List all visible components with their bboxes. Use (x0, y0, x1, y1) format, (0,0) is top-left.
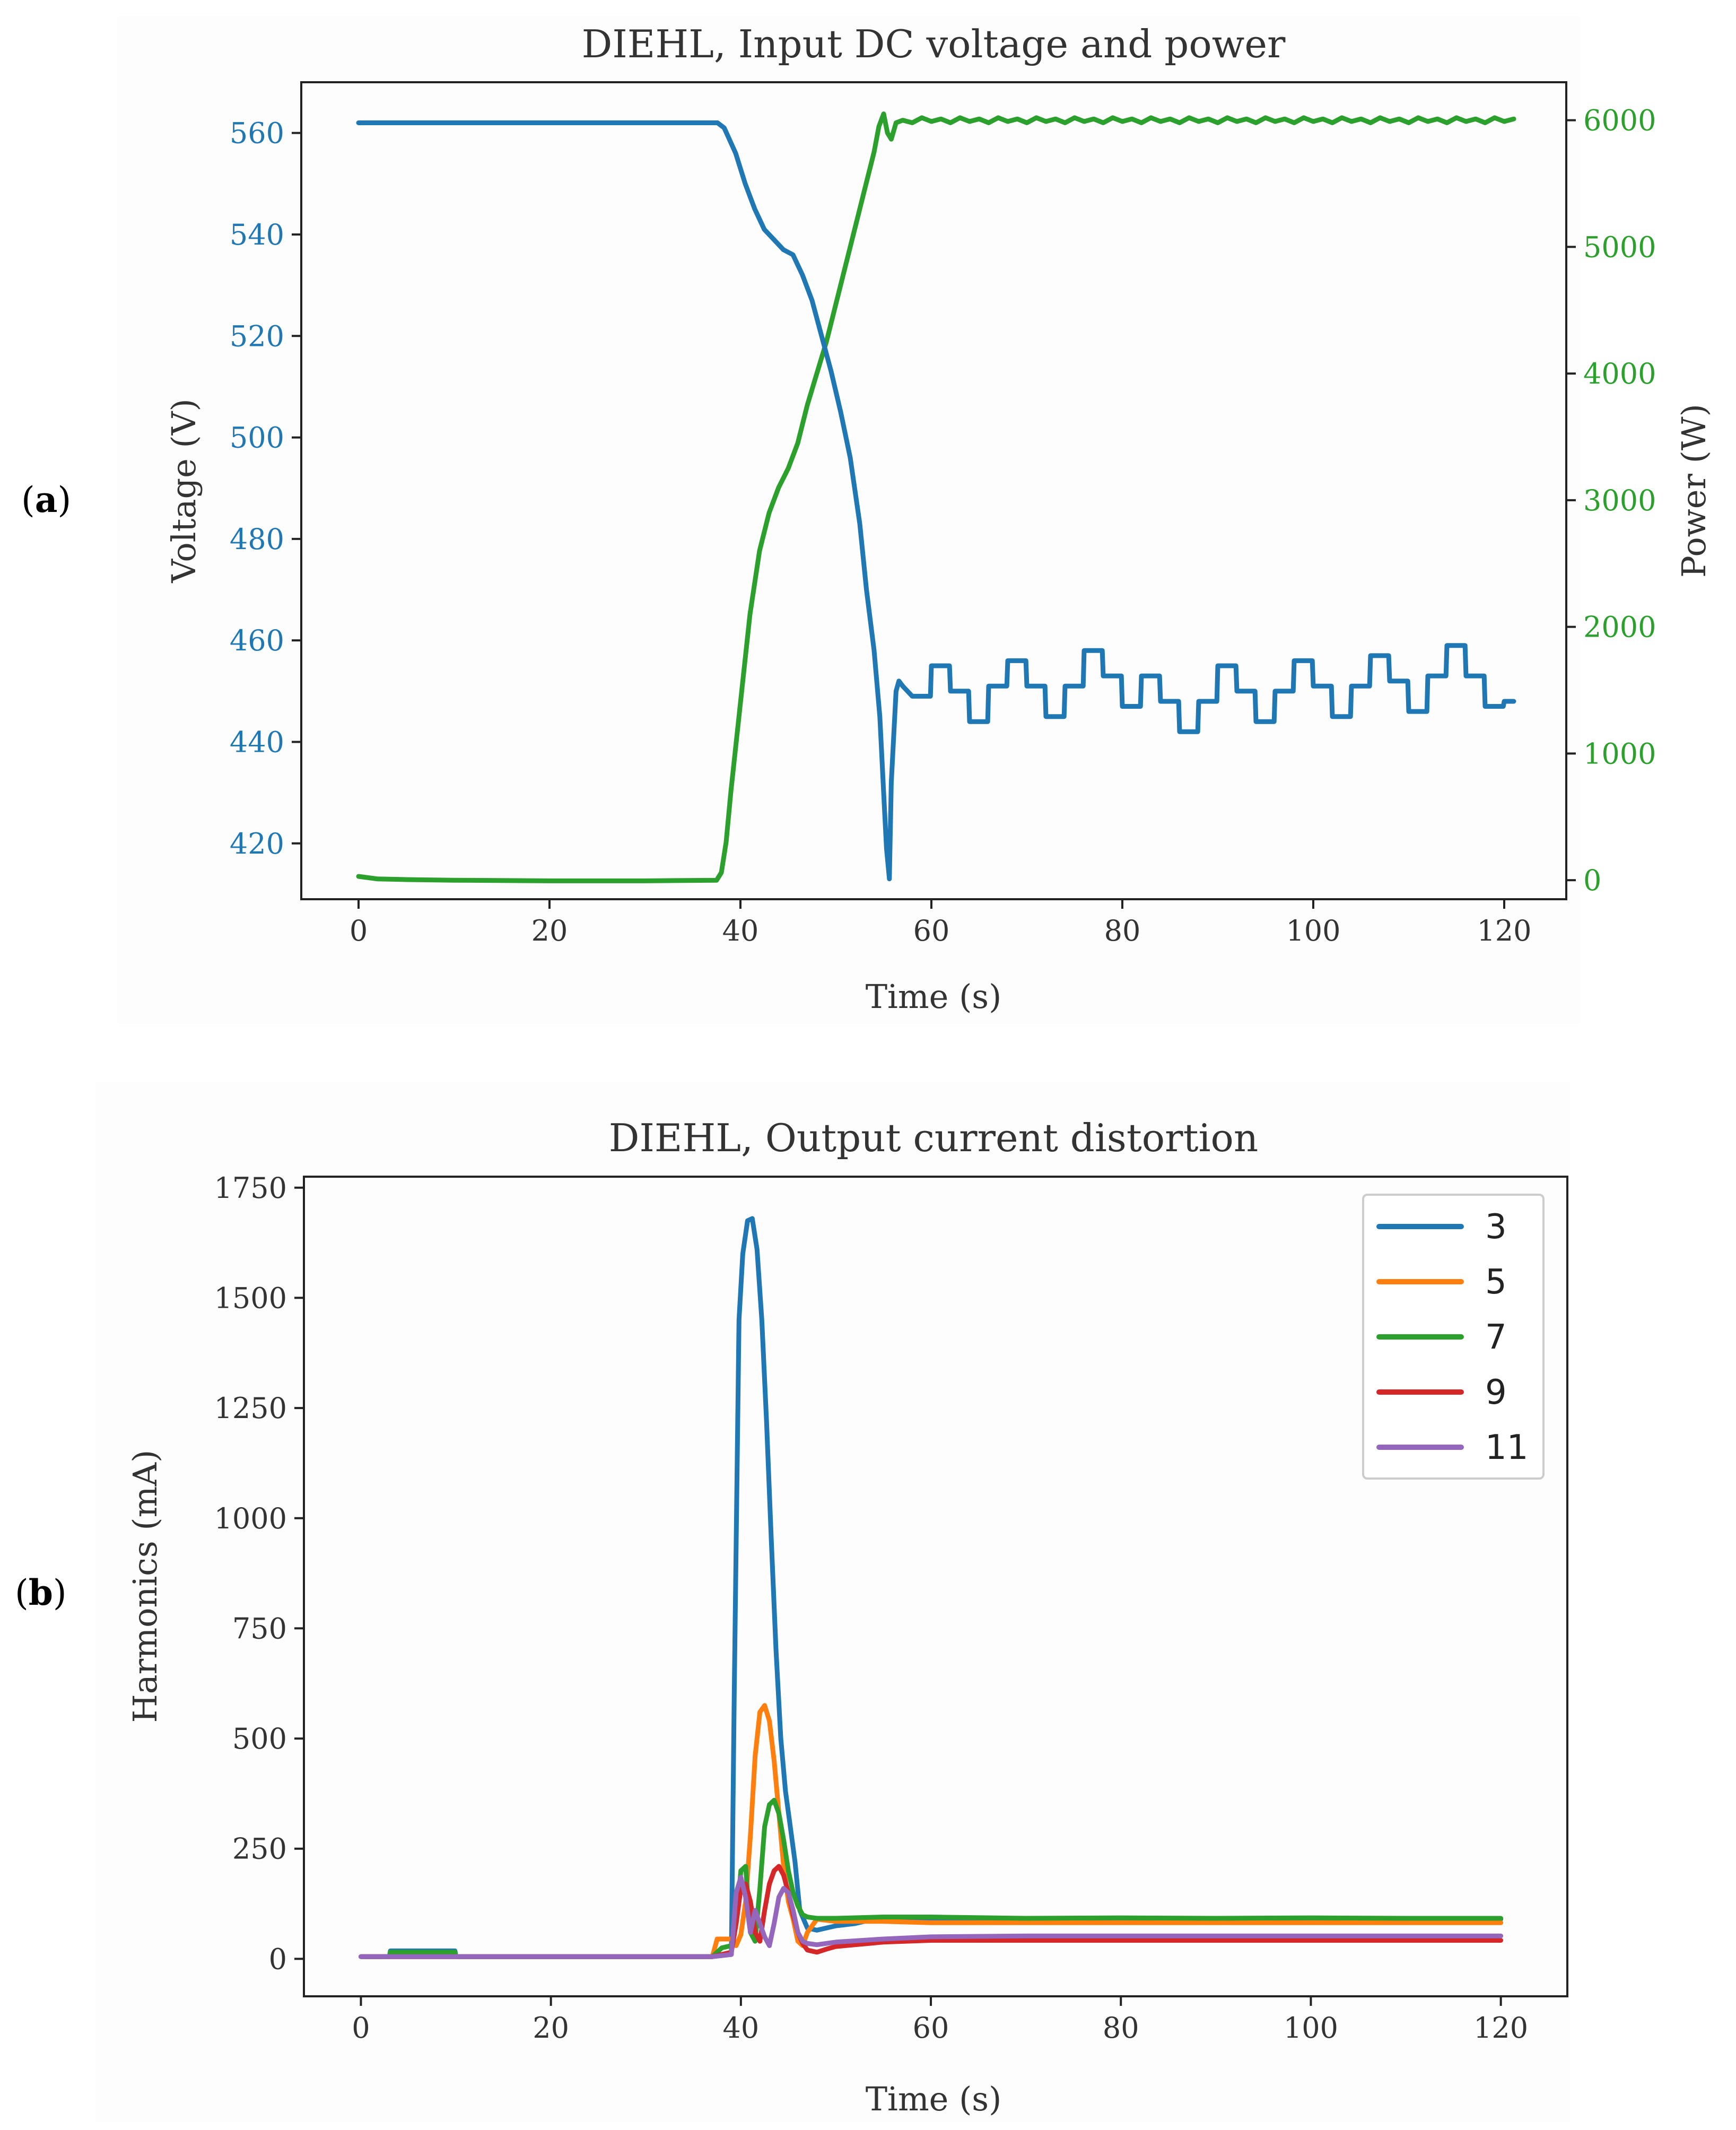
chart-a-series-group (356, 111, 1516, 883)
x-tick-label: 100 (1286, 914, 1340, 947)
x-tick-label: 40 (722, 914, 759, 947)
panel-a-letter: a (35, 479, 58, 520)
harmonics-chart: DIEHL, Output current distortion 0 20 40 60… (126, 1116, 1568, 2118)
left-y-tick-label: 540 (230, 218, 284, 251)
chart-a-left-y-ticks: 420 440 460 480 500 520 540 560 (230, 117, 301, 860)
y-tick-label: 1250 (214, 1392, 287, 1425)
panel-b-label: (b) (15, 1572, 67, 1613)
panel-b-background (95, 1082, 1570, 2122)
right-y-tick-label: 0 (1583, 864, 1601, 897)
panel-a-background (117, 16, 1581, 1024)
y-tick-label: 500 (232, 1722, 287, 1755)
chart-a-title: DIEHL, Input DC voltage and power (582, 22, 1286, 66)
x-tick-label: 0 (350, 914, 368, 947)
y-tick-label: 1000 (214, 1502, 287, 1535)
legend-label-9: 9 (1485, 1373, 1507, 1412)
panel-a-label: (a) (21, 479, 71, 520)
chart-b-x-ticks: 0 20 40 60 80 100 120 (352, 1996, 1528, 2045)
series-line-power (356, 111, 1516, 883)
chart-a-left-y-axis-label: Voltage (V) (164, 398, 203, 583)
x-tick-label: 20 (533, 2011, 569, 2045)
right-y-tick-label: 4000 (1583, 357, 1656, 390)
panel-b-letter: b (29, 1572, 53, 1613)
right-y-tick-label: 1000 (1583, 737, 1656, 770)
y-tick-label: 0 (269, 1942, 287, 1976)
chart-b-legend: 3 5 7 9 11 (1362, 1194, 1545, 1480)
x-tick-label: 100 (1284, 2011, 1338, 2045)
x-tick-label: 60 (913, 2011, 949, 2045)
left-y-tick-label: 500 (230, 421, 284, 455)
y-tick-label: 1500 (214, 1281, 287, 1315)
right-y-tick-label: 5000 (1583, 230, 1656, 264)
left-y-tick-label: 560 (230, 117, 284, 150)
x-tick-label: 80 (1103, 2011, 1139, 2045)
right-y-tick-label: 2000 (1583, 611, 1656, 644)
series-line-harmonic-11 (359, 1875, 1504, 1959)
voltage-power-chart: DIEHL, Input DC voltage and power 0 20 40 6… (164, 22, 1713, 1016)
right-y-tick-label: 3000 (1583, 484, 1656, 517)
legend-label-5: 5 (1485, 1263, 1507, 1302)
chart-b-y-axis-label: Harmonics (mA) (126, 1450, 164, 1723)
right-y-tick-label: 6000 (1583, 104, 1656, 137)
x-tick-label: 120 (1473, 2011, 1528, 2045)
series-line-voltage (356, 120, 1516, 882)
legend-label-11: 11 (1485, 1428, 1528, 1467)
chart-b-axes-frame (303, 1176, 1568, 1997)
chart-b-y-ticks: 0 250 500 750 1000 1250 1500 1750 (214, 1171, 304, 1976)
chart-a-right-y-axis-label: Power (W) (1674, 404, 1713, 578)
left-y-tick-label: 520 (230, 319, 284, 353)
chart-a-axes-frame (300, 81, 1567, 900)
y-tick-label: 1750 (214, 1171, 287, 1205)
left-y-tick-label: 440 (230, 725, 284, 759)
chart-a-right-y-ticks: 0 1000 2000 3000 4000 5000 6000 (1566, 104, 1656, 897)
x-tick-label: 40 (722, 2011, 759, 2045)
x-tick-label: 120 (1477, 914, 1531, 947)
x-tick-label: 80 (1104, 914, 1141, 947)
legend-label-7: 7 (1485, 1318, 1507, 1357)
series-line-harmonic-7 (359, 1797, 1504, 1959)
y-tick-label: 250 (232, 1832, 287, 1866)
x-tick-label: 20 (531, 914, 568, 947)
left-y-tick-label: 420 (230, 827, 284, 860)
left-y-tick-label: 480 (230, 523, 284, 556)
legend-label-3: 3 (1485, 1207, 1507, 1247)
y-tick-label: 750 (232, 1612, 287, 1645)
chart-b-x-axis-label: Time (s) (866, 2080, 1002, 2118)
left-y-tick-label: 460 (230, 624, 284, 657)
x-tick-label: 0 (352, 2011, 370, 2045)
chart-b-title: DIEHL, Output current distortion (609, 1116, 1259, 1160)
chart-a-x-axis-label: Time (s) (866, 977, 1002, 1016)
x-tick-label: 60 (913, 914, 950, 947)
chart-a-x-ticks: 0 20 40 60 80 100 120 (350, 899, 1532, 947)
chart-b-series-group (359, 1216, 1504, 1959)
